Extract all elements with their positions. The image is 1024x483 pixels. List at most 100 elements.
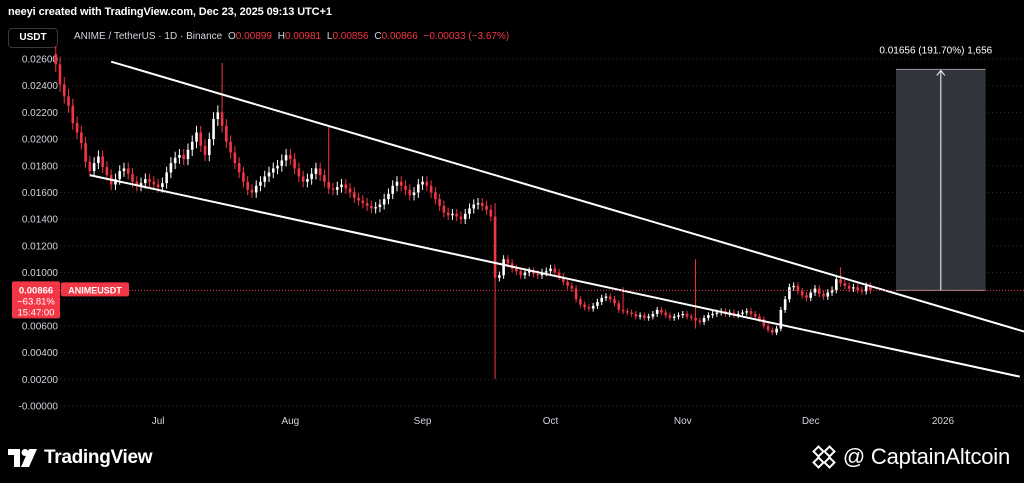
candle-body bbox=[523, 272, 527, 276]
candle-body bbox=[775, 328, 778, 333]
candle-body bbox=[856, 287, 859, 290]
candle-body bbox=[62, 84, 66, 97]
candle-body bbox=[58, 64, 62, 85]
candle-body bbox=[463, 213, 467, 220]
candle-body bbox=[668, 315, 672, 318]
candle-body bbox=[698, 320, 702, 322]
candle-body bbox=[745, 311, 749, 313]
price-chart[interactable]: 0.02600 0.02400 0.02200 0.02000 0.01800 0.016… bbox=[0, 0, 1024, 440]
candle-body bbox=[557, 272, 561, 277]
candle-body bbox=[404, 185, 407, 190]
candle-body bbox=[395, 181, 399, 186]
last-price-badge bbox=[12, 281, 60, 319]
candle-body bbox=[408, 189, 412, 196]
candle-body bbox=[348, 188, 352, 193]
candle-body bbox=[203, 145, 207, 156]
candle-body bbox=[54, 54, 58, 65]
last-price-change: −63.81% bbox=[17, 296, 55, 307]
candle-body bbox=[715, 312, 719, 314]
candle-body bbox=[638, 315, 642, 317]
candle-body bbox=[736, 313, 740, 316]
candle-body bbox=[421, 181, 424, 185]
candle-body bbox=[148, 179, 151, 182]
x-tick-label: Dec bbox=[802, 416, 820, 427]
candle-body bbox=[374, 207, 377, 209]
candle-body bbox=[412, 192, 416, 196]
candle-body bbox=[864, 286, 868, 292]
candle-body bbox=[301, 176, 305, 182]
price-range-measure[interactable]: 0.01656 (191.70%) 1,656 bbox=[879, 45, 993, 291]
y-tick-label: 0.02000 bbox=[22, 135, 59, 146]
candle-body bbox=[519, 271, 522, 276]
candle-body bbox=[144, 179, 147, 184]
candle-body bbox=[267, 172, 271, 177]
y-tick-label: 0.01800 bbox=[22, 161, 59, 172]
candle-body bbox=[114, 179, 117, 185]
candle-body bbox=[71, 105, 75, 124]
candle-body bbox=[574, 288, 578, 300]
x-tick-label: Jul bbox=[152, 416, 165, 427]
candle-body bbox=[502, 259, 505, 276]
price-axis: 0.02600 0.02400 0.02200 0.02000 0.01800 0.016… bbox=[19, 55, 59, 413]
tradingview-logo-text: TradingView bbox=[44, 447, 153, 468]
ohlc-low-key: L bbox=[326, 31, 333, 42]
candle-body bbox=[417, 184, 420, 193]
candle-body bbox=[442, 205, 446, 213]
candle-body bbox=[847, 285, 851, 289]
candle-body bbox=[353, 192, 356, 198]
candle-body bbox=[506, 259, 510, 264]
candle-body bbox=[681, 313, 685, 316]
candle-body bbox=[544, 271, 548, 273]
candle-body bbox=[323, 175, 326, 182]
candle-body bbox=[647, 316, 650, 318]
candle-body bbox=[796, 285, 800, 292]
candle-body bbox=[694, 317, 697, 321]
candle-body bbox=[314, 168, 318, 174]
candle-body bbox=[643, 315, 646, 318]
candle-body bbox=[570, 285, 574, 289]
y-tick-label: 0.01600 bbox=[22, 188, 59, 199]
watermark-text: @ CaptainAltcoin bbox=[842, 444, 1010, 469]
candle-body bbox=[587, 307, 591, 309]
x-tick-label: Oct bbox=[543, 416, 559, 427]
ohlc-low-value: 0.00856 bbox=[332, 31, 369, 42]
candle-body bbox=[105, 167, 109, 176]
candle-body bbox=[809, 292, 813, 298]
y-tick-label: 0.01000 bbox=[22, 268, 59, 279]
candle-body bbox=[498, 275, 501, 278]
candle-body bbox=[817, 288, 821, 294]
candle-body bbox=[173, 157, 177, 164]
candle-body bbox=[515, 268, 518, 272]
candle-body bbox=[813, 288, 817, 293]
candle-body bbox=[207, 139, 211, 156]
diamond-logo-icon bbox=[812, 445, 836, 469]
candle-body bbox=[869, 286, 872, 291]
candle-body bbox=[225, 125, 228, 142]
candle-body bbox=[391, 185, 395, 194]
candle-body bbox=[835, 279, 838, 290]
candle-body bbox=[446, 212, 450, 216]
grid bbox=[60, 58, 1024, 407]
candle-body bbox=[289, 155, 292, 160]
trendlines[interactable] bbox=[89, 60, 1024, 378]
ohlc-close-key: C bbox=[374, 31, 382, 42]
candle-body bbox=[293, 159, 296, 169]
upper-trendline bbox=[110, 60, 1024, 333]
y-tick-label: 0.00600 bbox=[22, 321, 59, 332]
tradingview-logo-icon bbox=[8, 449, 37, 467]
candle-body bbox=[165, 172, 168, 184]
candle-body bbox=[771, 329, 774, 333]
candle-body bbox=[259, 181, 262, 186]
ohlc-change: −0.00033 (−3.67%) bbox=[423, 31, 510, 42]
candle-body bbox=[489, 209, 493, 217]
candle-body bbox=[480, 203, 484, 206]
candle-body bbox=[233, 152, 237, 164]
candle-body bbox=[139, 183, 143, 186]
y-tick-label: 0.01200 bbox=[22, 241, 59, 252]
last-price: ANIMEUSDT 0.00866−63.81%15:47:00 bbox=[12, 281, 1024, 319]
candle-body bbox=[242, 172, 245, 182]
symbol-badge-label: ANIMEUSDT bbox=[68, 285, 122, 295]
tradingview-logo[interactable]: TradingView bbox=[8, 446, 153, 470]
currency-button[interactable]: USDT bbox=[8, 28, 58, 48]
candle-body bbox=[237, 163, 241, 173]
